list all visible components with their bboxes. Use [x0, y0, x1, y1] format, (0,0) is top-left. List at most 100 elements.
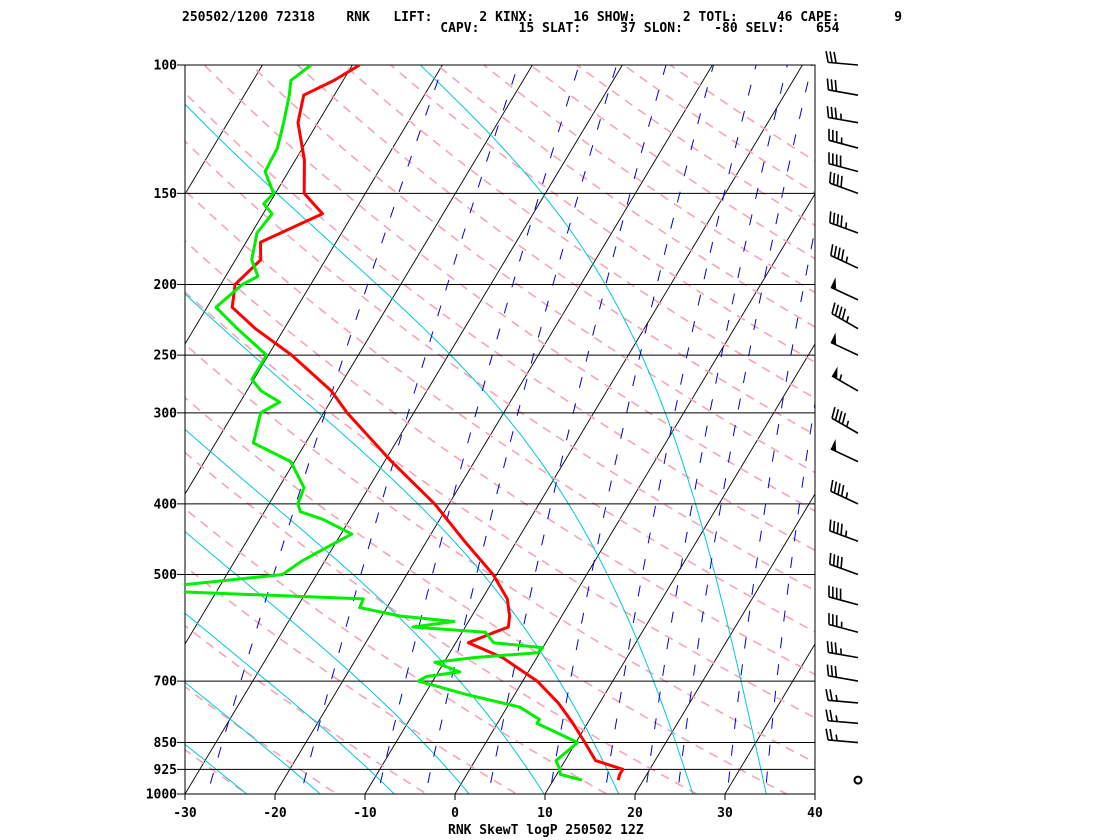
mixing-ratio-line	[377, 65, 580, 794]
wind-barb-flag	[825, 688, 829, 701]
wind-barb	[828, 739, 859, 744]
wind-barb-flag	[837, 247, 841, 260]
wind-barb-flag	[834, 107, 838, 119]
moist-adiabat	[185, 530, 470, 794]
dry-adiabat	[389, 65, 815, 364]
wind-barb-flag	[840, 556, 843, 569]
pressure-tick-label: 150	[154, 187, 178, 202]
wind-barb-flag	[836, 174, 840, 186]
isotherm-line	[185, 65, 443, 495]
pressure-tick-label: 1000	[146, 788, 177, 803]
isotherm-line	[274, 65, 713, 794]
dry-adiabat	[185, 507, 609, 794]
wind-barb-half-flag	[844, 222, 848, 229]
wind-barb-flag	[829, 552, 832, 565]
temperature-tick-label: 30	[717, 806, 733, 821]
wind-barb-pennant	[830, 332, 837, 345]
wind-barb	[830, 254, 859, 269]
wind-barb	[828, 699, 859, 704]
mixing-ratio-line	[206, 65, 444, 794]
wind-barb-half-flag	[845, 256, 849, 263]
wind-barb	[829, 182, 859, 195]
isotherm-line	[185, 65, 623, 794]
wind-barb-half-flag	[844, 530, 848, 537]
pressure-tick-label: 500	[154, 568, 178, 583]
dry-adiabat	[203, 65, 815, 512]
wind-barb-flag	[834, 665, 838, 678]
wind-barb-flag	[830, 106, 834, 119]
wind-barb	[831, 375, 859, 392]
wind-barb-flag	[836, 522, 840, 534]
temperature-tick-labels: -30 -20 -10 0 10 20 30 40	[173, 794, 823, 821]
wind-barb-flag	[830, 641, 834, 654]
isotherm-line	[185, 65, 533, 645]
wind-barb-flag	[838, 411, 843, 423]
mixing-ratio-line	[424, 65, 618, 794]
wind-barb-flag	[830, 479, 834, 492]
mixing-ratio-line	[487, 65, 667, 794]
temperature-tick-label: 10	[537, 806, 553, 821]
mixing-ratio-line	[764, 400, 815, 794]
wind-barb-half-flag	[835, 734, 838, 741]
wind-barb-flag	[825, 51, 829, 63]
wind-barb	[831, 417, 859, 434]
wind-barb-flag	[826, 640, 830, 653]
wind-barb-pennant	[832, 366, 838, 379]
wind-barb-pennant	[830, 277, 837, 290]
temperature-trace	[230, 65, 625, 781]
mixing-ratio-line	[300, 65, 519, 794]
moist-adiabat	[185, 103, 694, 794]
wind-barb-flag	[825, 709, 829, 721]
isotherm-line	[814, 793, 815, 794]
wind-barb-flag	[836, 214, 840, 226]
dry-adiabat	[185, 343, 815, 764]
mixing-ratio-line	[604, 65, 757, 794]
wind-barb-flag	[840, 175, 843, 188]
wind-barb	[828, 675, 859, 682]
wind-barb-flag	[840, 484, 845, 497]
dry-adiabat	[185, 565, 519, 794]
wind-barb-flag	[832, 520, 836, 533]
dry-adiabat	[529, 65, 815, 260]
temperature-tick-label: -30	[173, 806, 197, 821]
dry-adiabat	[185, 685, 339, 794]
wind-barb-half-flag	[845, 492, 849, 499]
wind-barb	[828, 139, 859, 149]
pressure-tick-label: 300	[154, 406, 178, 421]
isotherm-line	[185, 65, 263, 195]
mixing-ratio-line	[676, 65, 813, 794]
wind-barb-flag	[829, 709, 833, 722]
moist-adiabat	[185, 293, 620, 794]
wind-barb-flag	[840, 523, 843, 536]
wind-barb-flag	[841, 308, 847, 320]
wind-barb-flag	[841, 413, 847, 425]
chart-footer: RNK SkewT logP 250502 12Z	[448, 823, 644, 838]
wind-barb	[828, 719, 859, 725]
temperature-tick-label: 40	[807, 806, 823, 821]
wind-barb-flag	[826, 106, 830, 118]
wind-barb-flag	[826, 78, 830, 91]
wind-barb-flag	[840, 249, 845, 261]
dewpoint-trace	[185, 65, 583, 782]
wind-barb-half-flag	[839, 374, 843, 381]
wind-barb	[828, 623, 859, 634]
mixing-ratio-line	[644, 65, 788, 794]
wind-barb-flag	[829, 519, 832, 531]
wind-barb-flag	[836, 555, 840, 568]
plot-frame	[184, 64, 816, 795]
isotherm-line	[0, 32, 12, 810]
wind-barb-half-flag	[835, 694, 838, 702]
wind-barb	[830, 341, 859, 356]
wind-barb-flag	[833, 245, 838, 258]
isotherm-line	[185, 65, 353, 345]
temperature-tick-label: -10	[353, 806, 377, 821]
wind-barb-half-flag	[845, 316, 850, 323]
dry-adiabat	[668, 65, 815, 162]
moist-adiabat	[419, 65, 767, 794]
wind-barb-flag	[831, 302, 836, 314]
wind-barb-flag	[832, 554, 836, 566]
wind-barb	[828, 116, 859, 124]
wind-barb	[830, 448, 859, 463]
pressure-tick-label: 250	[154, 349, 178, 364]
dry-adiabat	[436, 65, 815, 328]
